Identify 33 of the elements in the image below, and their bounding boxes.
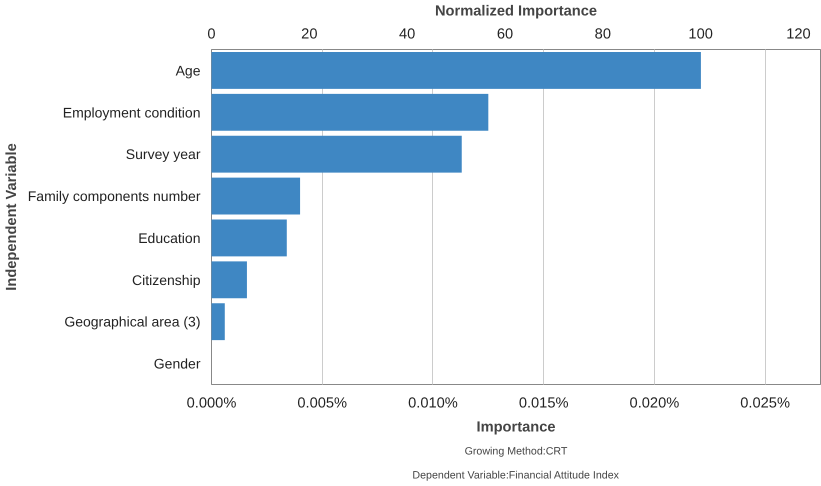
x-tick-label: 0.010% — [408, 396, 458, 412]
x-tick-label: 0.000% — [186, 396, 236, 412]
x-tick-label: 0.005% — [297, 396, 348, 412]
x2-tick-label: 20 — [301, 26, 318, 42]
x2-tick-label: 0 — [207, 26, 216, 42]
y-tick-label: Education — [138, 230, 201, 246]
x2-tick-label: 120 — [786, 26, 811, 42]
y-tick-label: Employment condition — [62, 104, 201, 120]
y-tick-label: Geographical area (3) — [64, 314, 200, 330]
x-axis-title: Importance — [476, 420, 556, 436]
bar — [212, 220, 287, 256]
y-tick-label: Survey year — [126, 146, 201, 162]
y-tick-label: Age — [176, 62, 201, 78]
x-tick-label: 0.020% — [630, 396, 680, 412]
text: Growing Method:CRT — [464, 446, 568, 458]
text: Dependent Variable:Financial Attitude Index — [412, 470, 620, 482]
x2-axis-title: Normalized Importance — [434, 4, 598, 20]
y-tick-label: Citizenship — [132, 272, 201, 288]
bar — [212, 178, 300, 214]
y-tick-label: Gender — [154, 356, 201, 372]
bar — [212, 303, 225, 340]
x2-tick-label: 60 — [496, 26, 514, 42]
x2-tick-label: 100 — [688, 26, 713, 42]
bar — [212, 94, 488, 131]
bar — [212, 52, 701, 89]
y-tick-label: Family components number — [28, 188, 201, 204]
x-tick-label: 0.025% — [740, 396, 790, 412]
y-axis-title: Independent Variable — [4, 143, 20, 291]
bar — [212, 136, 462, 173]
x-tick-label: 0.015% — [518, 396, 569, 412]
bar — [212, 261, 247, 298]
x2-tick-label: 40 — [399, 26, 416, 42]
x2-tick-label: 80 — [594, 26, 611, 42]
